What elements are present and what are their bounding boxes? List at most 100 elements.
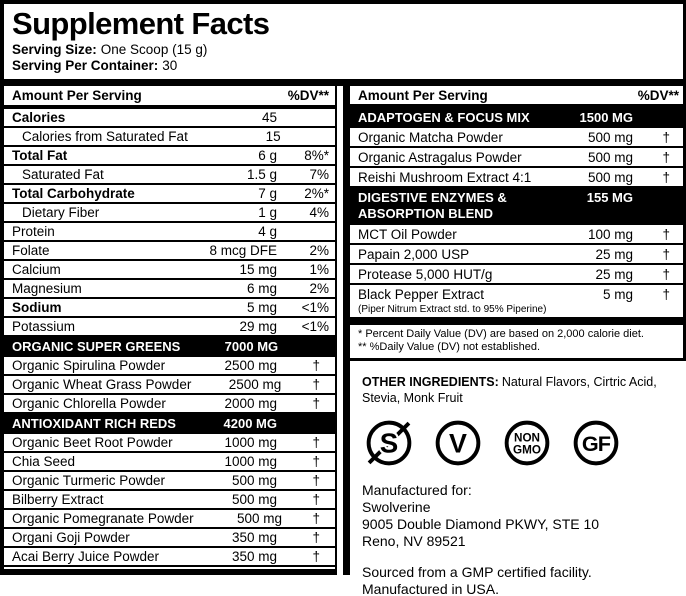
table-row: Magnesium 6 mg 2% [4,280,335,299]
row-label: Organi Goji Powder [12,530,130,545]
table-row: MCT Oil Powder 100 mg † [350,225,683,245]
row-dv: † [312,530,320,545]
row-label: Protease 5,000 HUT/g [358,266,493,282]
row-label: Total Fat [12,148,68,163]
row-dv: † [312,358,320,373]
gluten-free-icon: GF [573,420,619,466]
manufactured-for-line: Manufactured for: [362,482,472,498]
row-label: Organic Turmeric Powder [12,473,166,488]
row-label: Saturated Fat [22,167,104,182]
serving-size-value: One Scoop (15 g) [100,42,208,57]
right-dv-header: %DV** [637,87,679,103]
row-amount: 1.5 g [246,167,277,182]
table-row: Total Fat 6 g 8%* [4,147,335,166]
row-label: Organic Beet Root Powder [12,435,173,450]
svg-text:GMO: GMO [513,443,541,456]
row-amount: 1000 mg [224,454,277,469]
row-amount: 500 mg [231,492,277,507]
right-table-rows: ADAPTOGEN & FOCUS MIX 1500 MG Organic Ma… [350,108,683,319]
row-amount: 5 mg [246,300,277,315]
row-amount: 2500 mg [228,377,282,392]
footnote-divider-bar [350,319,683,325]
row-dv: † [662,129,670,145]
row-dv: <1% [301,300,329,315]
row-amount: 25 mg [595,266,633,282]
svg-text:NON: NON [514,431,540,444]
row-dv: † [312,473,320,488]
row-dv: 1% [309,262,329,277]
row-dv: 4% [309,205,329,220]
row-label: Dietary Fiber [22,205,100,220]
made-in-usa-line: Manufactured in USA. [362,581,499,596]
row-amount: 100 mg [587,226,633,242]
row-label: Folate [12,243,50,258]
sourcing-block: Sourced from a GMP certified facility. M… [362,564,676,596]
row-label: Total Carbohydrate [12,186,135,201]
row-amount: 155 MG [586,190,633,205]
row-dv: 2%* [304,186,329,201]
table-row: Sodium 5 mg <1% [4,299,335,318]
row-label: Protein [12,224,55,239]
svg-text:S: S [380,428,399,459]
soy-free-icon: S [366,420,412,466]
row-amount: 1 g [258,205,277,220]
row-amount: 2000 mg [224,396,277,411]
manufacturer-block: Manufactured for: Swolverine 9005 Double… [362,482,676,550]
row-dv: † [662,169,670,185]
table-row: Acai Berry Juice Powder 350 mg † [4,548,335,567]
row-label: DIGESTIVE ENZYMES & ABSORPTION BLEND [358,190,507,221]
table-row: Total Carbohydrate 7 g 2%* [4,185,335,204]
row-label: Sodium [12,300,62,315]
table-row: Organi Goji Powder 350 mg † [4,529,335,548]
manufacturer-name: Swolverine [362,499,431,515]
row-dv: † [312,511,320,526]
table-row: Organic Spirulina Powder 2500 mg † [4,357,335,376]
row-amount: 15 mg [239,262,277,277]
servings-per-container-label: Serving Per Container: [12,58,159,73]
row-label: Organic Wheat Grass Powder [12,377,192,392]
table-row: Organic Chlorella Powder 2000 mg † [4,395,335,414]
row-dv: † [312,492,320,507]
row-label: Papain 2,000 USP [358,246,470,262]
left-nutrition-table: Amount Per Serving %DV** Calories 45 Cal… [0,86,337,575]
table-row: DIGESTIVE ENZYMES & ABSORPTION BLEND 155… [350,188,683,225]
label-header: Supplement Facts Serving Size: One Scoop … [0,0,686,79]
gmp-facility-line: Sourced from a GMP certified facility. [362,564,592,580]
left-table-header-row: Amount Per Serving %DV** [4,86,335,109]
row-amount: 350 mg [231,549,277,564]
row-sublabel: (Piper Nitrum Extract std. to 95% Piperi… [358,304,547,315]
row-amount: 500 mg [587,149,633,165]
table-row: Papain 2,000 USP 25 mg † [350,245,683,265]
row-dv: † [312,549,320,564]
table-row: ADAPTOGEN & FOCUS MIX 1500 MG [350,108,683,128]
row-dv: † [662,266,670,282]
row-amount: 1500 MG [579,109,633,125]
right-amount-per-serving-header: Amount Per Serving [358,87,488,103]
row-label: Calcium [12,262,61,277]
row-dv: 8%* [304,148,329,163]
row-label: Reishi Mushroom Extract 4:1 [358,169,532,185]
row-dv: † [312,377,320,392]
right-lower-region: OTHER INGREDIENTS: Natural Flavors, Cirtr… [350,361,686,596]
svg-text:V: V [449,429,467,459]
page-title: Supplement Facts [12,6,270,41]
other-ingredients-value: Natural Flavors, Cirtric Acid, Stevia, M… [362,375,657,405]
row-amount: 6 mg [246,281,277,296]
table-row: ORGANIC SUPER GREENS 7000 MG [4,337,335,357]
row-amount: 29 mg [239,319,277,334]
row-dv: 2% [309,243,329,258]
row-label: ORGANIC SUPER GREENS [12,338,181,354]
row-label: Organic Matcha Powder [358,129,503,145]
row-amount: 4200 MG [223,415,277,431]
svg-text:GF: GF [582,431,611,456]
serving-size-label: Serving Size: [12,42,97,57]
left-dv-header: %DV** [287,88,329,103]
row-amount: 500 mg [587,169,633,185]
row-amount: 500 mg [231,473,277,488]
row-dv: † [312,396,320,411]
table-row: Bilberry Extract 500 mg † [4,491,335,510]
row-label: Bilberry Extract [12,492,104,507]
other-ingredients-label: OTHER INGREDIENTS: [362,375,499,389]
table-row: Organic Astragalus Powder 500 mg † [350,148,683,168]
row-amount: 7000 MG [224,338,279,354]
